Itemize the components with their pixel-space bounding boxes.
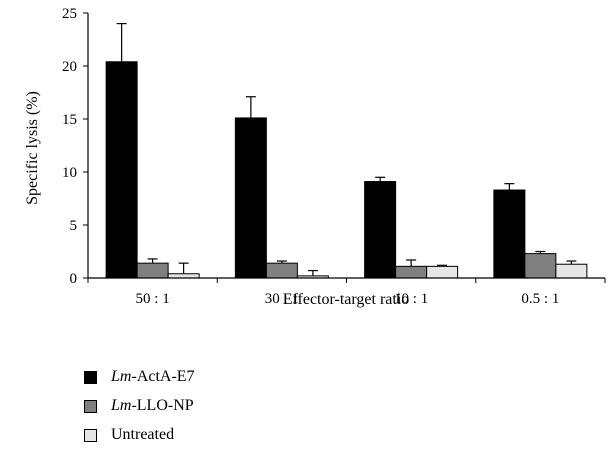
bar-untreated-3 [555, 263, 588, 279]
bar-lm-llo-np-0 [136, 262, 169, 279]
bar-lm-acta-e7-0 [105, 61, 138, 279]
x-tick-label: 0.5 : 1 [521, 291, 559, 307]
y-tick-label: 5 [70, 218, 78, 234]
bar-untreated-2 [426, 265, 459, 279]
y-tick-label: 20 [62, 59, 77, 75]
x-axis-title: Effector-target ratio [283, 291, 410, 308]
legend-item-untreated: Untreated [84, 424, 195, 446]
legend-item-lm-acta-e7: Lm-ActA-E7 [84, 366, 195, 388]
legend-swatch [84, 399, 97, 413]
legend-item-lm-llo-np: Lm-LLO-NP [84, 395, 195, 417]
legend-label: Lm-ActA-E7 [111, 368, 195, 385]
legend: Lm-ActA-E7 Lm-LLO-NP Untreated [84, 366, 195, 453]
bar-lm-llo-np-3 [524, 253, 557, 279]
y-tick-label: 25 [62, 6, 77, 22]
y-axis-title: Specific lysis (%) [24, 91, 41, 205]
y-tick-label: 15 [62, 112, 77, 128]
x-tick-label: 30 : 1 [265, 291, 299, 307]
bar-lm-llo-np-1 [265, 262, 298, 279]
bar-lm-llo-np-2 [395, 265, 428, 279]
x-tick-label: 50 : 1 [136, 291, 170, 307]
legend-label: Lm-LLO-NP [111, 397, 194, 414]
y-tick-label: 10 [62, 165, 77, 181]
legend-swatch [84, 370, 97, 384]
legend-label: Untreated [111, 426, 175, 443]
y-tick-label: 0 [70, 271, 78, 287]
bar-untreated-0 [167, 273, 200, 279]
legend-swatch [84, 428, 97, 442]
bar-lm-acta-e7-3 [493, 189, 526, 279]
axes-layer: 50 : 1 30 : 1 10 : 1 0.5 : 1 0 5 10 15 20 25 [62, 6, 606, 307]
x-tick-label: 10 : 1 [394, 291, 428, 307]
bars-layer [105, 23, 588, 279]
bar-lm-acta-e7-1 [234, 117, 267, 279]
bar-lm-acta-e7-2 [364, 181, 397, 279]
